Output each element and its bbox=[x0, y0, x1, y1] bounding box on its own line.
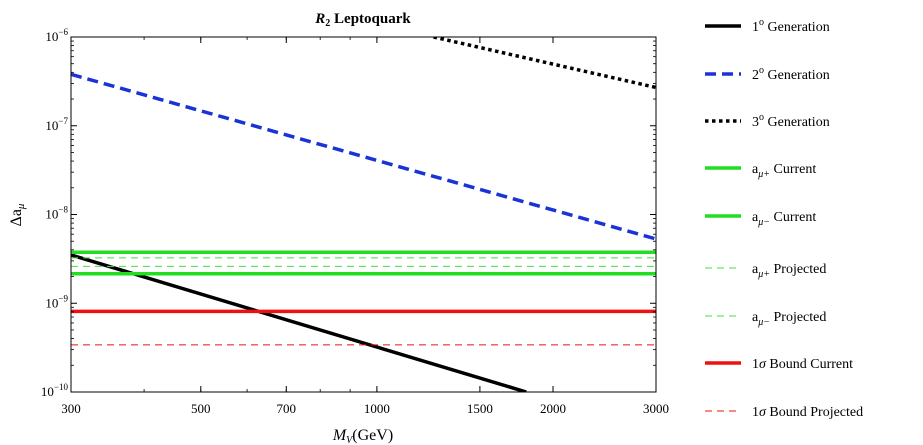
legend: 1o Generation 2o Generation 3o Generation a… bbox=[705, 17, 863, 420]
y-tick-label: 10−10 bbox=[41, 382, 69, 399]
x-axis: 300 500 700 1000 1500 2000 3000 bbox=[61, 37, 669, 416]
y-tick-label: 10−9 bbox=[45, 293, 68, 310]
x-tick-label: 300 bbox=[61, 401, 81, 416]
x-tick-label: 3000 bbox=[643, 401, 669, 416]
x-tick-label: 1500 bbox=[467, 401, 493, 416]
x-axis-title: MV(GeV) bbox=[332, 427, 393, 445]
legend-label-1: 1o Generation bbox=[752, 17, 830, 35]
y-axis: 10−10 10−9 10−8 10−7 10−6 bbox=[41, 27, 656, 399]
plot-series-group bbox=[71, 37, 656, 392]
chart-title: R2 Leptoquark bbox=[314, 11, 411, 29]
legend-label-5: aμ− Current bbox=[752, 210, 816, 228]
legend-label-9: 1σ Bound Projected bbox=[752, 405, 863, 420]
x-tick-label: 1000 bbox=[364, 401, 390, 416]
legend-label-2: 2o Generation bbox=[752, 65, 830, 83]
y-axis-title: Δaμ bbox=[8, 203, 27, 226]
series-line-3 bbox=[433, 37, 656, 90]
x-tick-label: 2000 bbox=[540, 401, 566, 416]
legend-label-3: 3o Generation bbox=[752, 112, 830, 130]
series-line-1 bbox=[71, 253, 527, 392]
x-tick-label: 500 bbox=[191, 401, 211, 416]
legend-label-6: aμ+ Projected bbox=[752, 262, 826, 280]
y-tick-label: 10−8 bbox=[45, 205, 68, 222]
y-tick-label: 10−6 bbox=[45, 27, 68, 44]
legend-label-7: aμ− Projected bbox=[752, 310, 826, 328]
x-tick-label: 700 bbox=[277, 401, 297, 416]
legend-label-8: 1σ Bound Current bbox=[752, 357, 853, 372]
series-line-2 bbox=[71, 72, 656, 241]
legend-label-4: aμ+ Current bbox=[752, 162, 816, 180]
y-tick-label: 10−7 bbox=[45, 116, 68, 133]
